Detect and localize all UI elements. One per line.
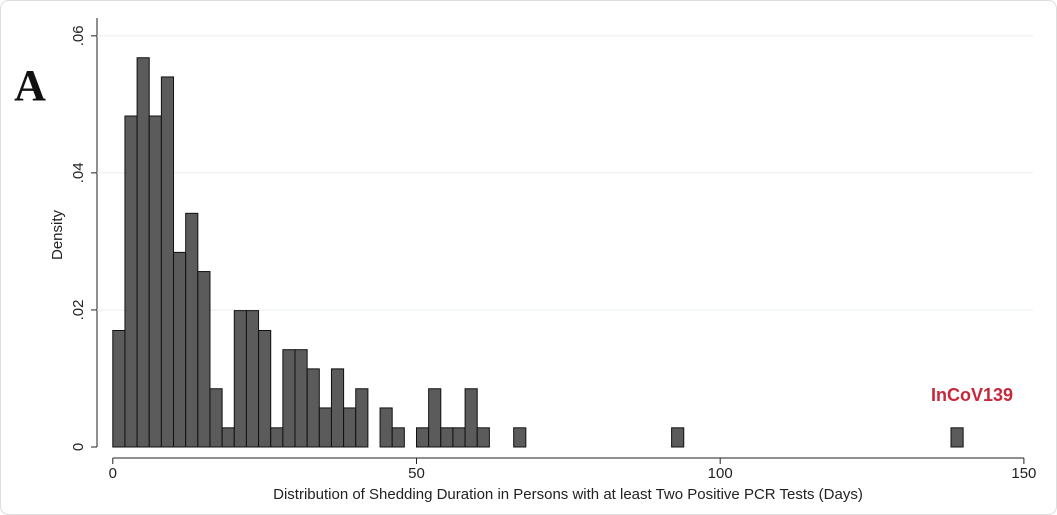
bar bbox=[173, 251, 187, 448]
x-axis-label: Distribution of Shedding Duration in Per… bbox=[273, 486, 863, 503]
y-tick-label: .02 bbox=[70, 300, 87, 321]
bar bbox=[294, 349, 308, 448]
bar bbox=[452, 427, 466, 448]
bar bbox=[306, 368, 320, 448]
y-axis-label: Density bbox=[49, 209, 66, 260]
x-tick-label: 0 bbox=[109, 465, 117, 482]
bar bbox=[391, 427, 405, 448]
bar bbox=[197, 271, 211, 448]
bar bbox=[258, 329, 272, 448]
bar bbox=[245, 310, 260, 448]
panel-label: A bbox=[14, 61, 46, 110]
annotation: InCoV139 bbox=[931, 385, 1013, 405]
bar bbox=[440, 427, 454, 448]
bar bbox=[160, 76, 175, 448]
y-tick-label: 0 bbox=[70, 443, 87, 451]
bar bbox=[513, 427, 527, 448]
bar bbox=[185, 212, 199, 448]
bar bbox=[464, 388, 478, 448]
bar bbox=[148, 115, 162, 448]
y-tick-label: .06 bbox=[70, 25, 87, 46]
bar bbox=[415, 427, 430, 448]
bar bbox=[330, 368, 345, 448]
x-tick-label: 50 bbox=[408, 465, 425, 482]
bar bbox=[233, 310, 247, 448]
x-tick-label: 100 bbox=[708, 465, 733, 482]
bar bbox=[112, 329, 126, 448]
bar bbox=[343, 407, 357, 448]
bar bbox=[355, 388, 369, 448]
bar bbox=[671, 427, 685, 448]
bar bbox=[136, 57, 150, 448]
x-tick-label: 150 bbox=[1011, 465, 1036, 482]
bar bbox=[282, 349, 296, 448]
y-tick-label: .04 bbox=[70, 162, 87, 183]
bar bbox=[209, 388, 223, 448]
bar bbox=[270, 427, 284, 448]
bar bbox=[318, 407, 332, 448]
bar bbox=[950, 427, 964, 448]
bar bbox=[221, 427, 235, 448]
bar bbox=[379, 407, 393, 448]
bar bbox=[476, 427, 490, 448]
bar bbox=[124, 115, 138, 448]
bar bbox=[428, 388, 442, 448]
